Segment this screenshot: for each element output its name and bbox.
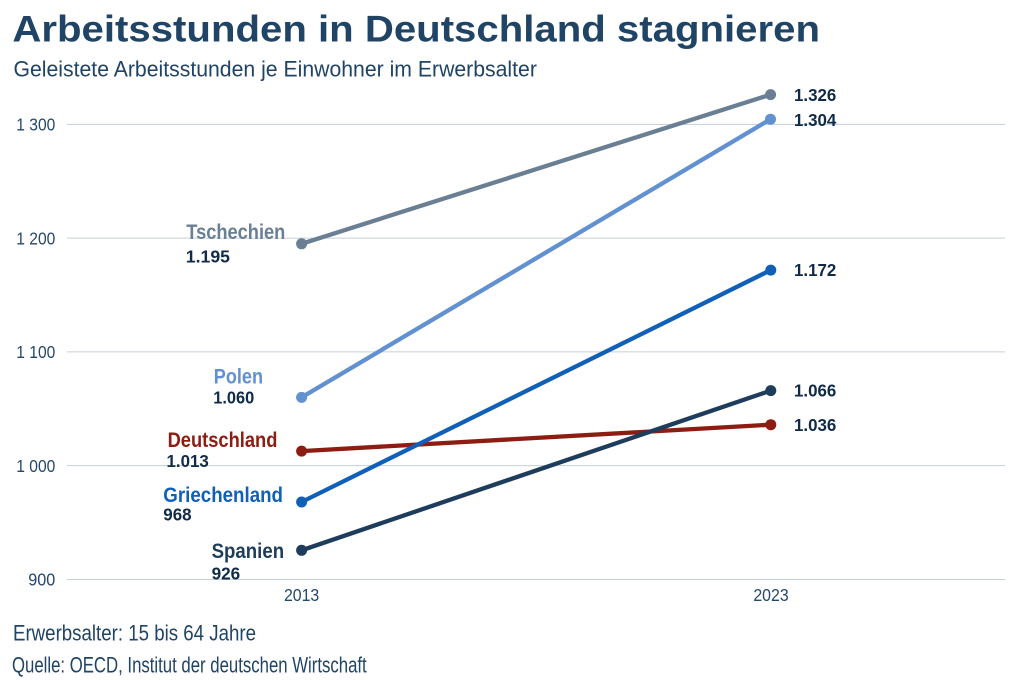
svg-text:2013: 2013 [284, 585, 319, 605]
svg-text:1.326: 1.326 [794, 85, 836, 105]
svg-text:1 200: 1 200 [16, 228, 55, 248]
svg-text:Quelle: OECD, Institut der deu: Quelle: OECD, Institut der deutschen Wir… [12, 653, 367, 678]
svg-text:Spanien: Spanien [212, 539, 285, 563]
svg-text:900: 900 [28, 570, 55, 590]
svg-text:1.060: 1.060 [213, 387, 254, 407]
svg-text:2023: 2023 [753, 585, 788, 605]
svg-text:Erwerbsalter: 15 bis 64 Jahre: Erwerbsalter: 15 bis 64 Jahre [13, 621, 256, 646]
svg-text:Tschechien: Tschechien [186, 220, 285, 244]
svg-text:1.036: 1.036 [794, 415, 836, 435]
svg-text:1.195: 1.195 [186, 247, 230, 267]
svg-text:1 100: 1 100 [16, 342, 55, 362]
svg-text:1 000: 1 000 [16, 456, 55, 476]
svg-text:1.304: 1.304 [794, 110, 836, 130]
svg-text:1.013: 1.013 [167, 451, 209, 471]
svg-text:926: 926 [212, 564, 241, 584]
svg-text:Arbeitsstunden in Deutschland: Arbeitsstunden in Deutschland stagnieren [12, 9, 820, 50]
svg-text:Geleistete Arbeitsstunden je E: Geleistete Arbeitsstunden je Einwohner i… [14, 56, 537, 81]
svg-text:Polen: Polen [214, 364, 263, 388]
svg-text:1.066: 1.066 [794, 381, 836, 401]
svg-text:Deutschland: Deutschland [168, 428, 278, 452]
svg-text:968: 968 [163, 505, 191, 525]
svg-text:1 300: 1 300 [16, 115, 55, 135]
svg-text:Griechenland: Griechenland [163, 483, 283, 507]
svg-text:1.172: 1.172 [794, 260, 836, 280]
